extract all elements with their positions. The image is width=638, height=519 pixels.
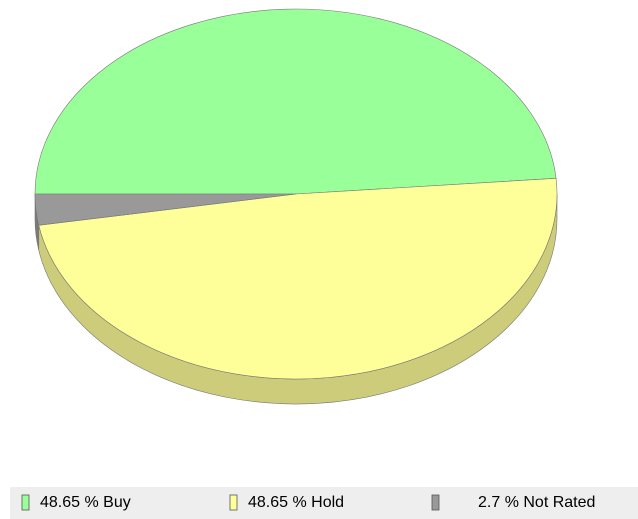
legend-swatch [431, 494, 440, 511]
legend-swatch [21, 494, 30, 511]
legend-label: 2.7 % Not Rated [478, 494, 595, 511]
pie-slice [34, 8, 557, 195]
pie-slice [34, 193, 297, 226]
pie-slice [38, 178, 558, 380]
legend-label: 48.65 % Buy [40, 494, 131, 511]
legend-background [10, 487, 638, 519]
legend-label: 48.65 % Hold [248, 494, 344, 511]
legend-swatch [229, 494, 238, 511]
